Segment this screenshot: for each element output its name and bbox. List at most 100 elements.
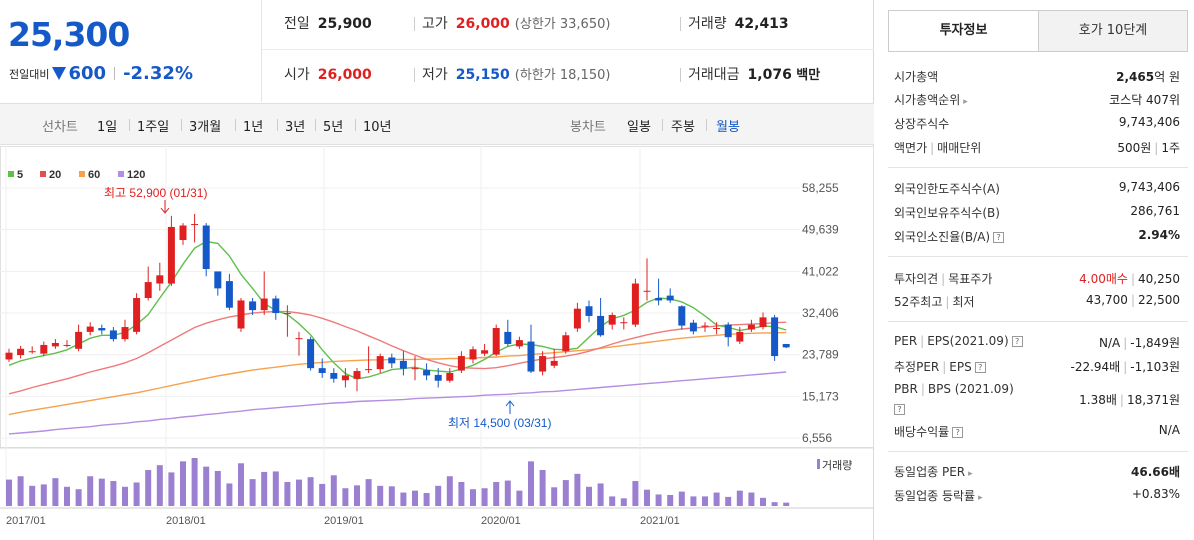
x-tick-label: 2019/01 bbox=[324, 515, 364, 527]
candle-monthly[interactable]: 월봉 bbox=[716, 120, 740, 135]
candle-daily[interactable]: 일봉 bbox=[627, 120, 651, 135]
volume-bar bbox=[667, 494, 674, 506]
down-arrow-icon bbox=[52, 67, 67, 80]
volume-bar bbox=[435, 485, 442, 506]
candle bbox=[550, 360, 558, 366]
divider bbox=[888, 451, 1188, 452]
candle bbox=[179, 225, 187, 241]
bps-value: 18,371원 bbox=[1126, 393, 1180, 407]
volume-bar bbox=[597, 483, 604, 506]
divider bbox=[888, 256, 1188, 257]
period-1d[interactable]: 1일 bbox=[97, 120, 118, 135]
prev-close: 전일 25,900 bbox=[284, 16, 372, 32]
volume-bar bbox=[609, 496, 616, 506]
amount-unit: 백만 bbox=[796, 68, 821, 83]
candle bbox=[771, 317, 779, 357]
dividend-row: 배당수익률? N/A bbox=[894, 423, 1180, 439]
candle bbox=[747, 324, 755, 330]
volume-bar bbox=[388, 486, 395, 506]
candle bbox=[457, 356, 465, 371]
legend-label: 20 bbox=[49, 169, 61, 181]
period-10y[interactable]: 10년 bbox=[363, 120, 392, 135]
volume-bar bbox=[354, 485, 360, 506]
volume-bar bbox=[458, 482, 465, 506]
volume-bar bbox=[400, 492, 407, 506]
volume-bar bbox=[29, 485, 36, 506]
volume-bar bbox=[17, 476, 24, 506]
target-value: 40,250 bbox=[1138, 272, 1180, 286]
period-3m[interactable]: 3개월 bbox=[189, 120, 222, 135]
market-cap-rank-value: 코스닥 407위 bbox=[1109, 93, 1180, 107]
volume-bar bbox=[133, 482, 140, 506]
x-tick-label: 2021/01 bbox=[640, 515, 680, 527]
volume-bar bbox=[87, 476, 94, 506]
candle-weekly[interactable]: 주봉 bbox=[671, 120, 695, 135]
volume-bar bbox=[504, 480, 511, 506]
volume-bar bbox=[64, 486, 70, 506]
high-arrow-head bbox=[160, 207, 170, 214]
volume-bar bbox=[470, 489, 476, 506]
period-1y[interactable]: 1년 bbox=[243, 120, 264, 135]
par-value-row: 액면가 | 매매단위 500원 | 1주 bbox=[894, 141, 1180, 155]
volume-bar bbox=[98, 478, 105, 506]
candle bbox=[5, 352, 13, 360]
candle bbox=[608, 314, 616, 325]
low-annotation: 최저 14,500 (03/31) bbox=[448, 416, 551, 430]
volume-bar bbox=[528, 461, 534, 506]
sector-change-value: +0.83% bbox=[1131, 487, 1180, 501]
foreign-hold-value: 286,761 bbox=[1130, 204, 1180, 218]
help-icon[interactable]: ? bbox=[894, 404, 905, 415]
candle bbox=[655, 298, 663, 301]
candle bbox=[388, 357, 396, 364]
candle bbox=[214, 271, 222, 289]
x-tick-label: 2020/01 bbox=[481, 515, 521, 527]
period-5y[interactable]: 5년 bbox=[323, 120, 344, 135]
help-icon[interactable]: ? bbox=[1011, 336, 1023, 347]
candle bbox=[86, 326, 94, 332]
sector-per-row[interactable]: 동일업종 PER ▸ 46.66배 bbox=[894, 465, 1180, 479]
candle bbox=[75, 331, 83, 349]
help-icon[interactable]: ? bbox=[974, 362, 986, 373]
market-cap-rank-row[interactable]: 시가총액순위 ▸ 코스닥 407위 bbox=[894, 93, 1180, 107]
volume-bar bbox=[377, 485, 384, 506]
change-percent: -2.32% bbox=[123, 63, 193, 84]
volume-bar bbox=[110, 481, 117, 506]
investment-info-panel: 투자정보 호가 10단계 시가총액 2,465억 원 시가총액순위 ▸ 코스닥 4… bbox=[888, 0, 1190, 540]
candle bbox=[562, 335, 570, 352]
help-icon[interactable]: ? bbox=[952, 427, 964, 438]
volume-bar bbox=[551, 487, 558, 506]
candle-chart-title: 봉차트 bbox=[570, 120, 606, 135]
high-value: 26,000 bbox=[455, 16, 510, 32]
info-tabs: 투자정보 호가 10단계 bbox=[888, 10, 1188, 52]
candle bbox=[620, 322, 628, 324]
divider bbox=[181, 119, 182, 131]
tab-investment-info[interactable]: 투자정보 bbox=[889, 11, 1038, 51]
candle bbox=[144, 282, 152, 299]
change-value: 600 bbox=[68, 63, 107, 84]
volume-bar bbox=[644, 489, 650, 506]
divider bbox=[315, 119, 316, 131]
volume-bar bbox=[481, 488, 488, 506]
period-3y[interactable]: 3년 bbox=[285, 120, 306, 135]
quote-panel: 25,300 전일대비 600 -2.32% 전일 25,900 고가 26,000… bbox=[0, 0, 874, 540]
volume-bar bbox=[156, 465, 163, 506]
volume-bar bbox=[725, 496, 732, 506]
x-tick-label: 2018/01 bbox=[166, 515, 206, 527]
est-per-row: 추정PER | EPS? -22.94배 | -1,103원 bbox=[894, 360, 1180, 374]
period-1w[interactable]: 1주일 bbox=[137, 120, 170, 135]
candle bbox=[51, 343, 59, 347]
volume-bar bbox=[261, 471, 268, 506]
volume-bar bbox=[6, 479, 12, 506]
candle bbox=[63, 344, 71, 346]
volume-bar bbox=[446, 476, 453, 506]
volume-bar bbox=[203, 466, 210, 506]
legend-swatch bbox=[79, 171, 85, 177]
candle bbox=[736, 331, 744, 342]
upper-limit: (상한가 33,650) bbox=[514, 17, 611, 32]
y-tick-label: 49,639 bbox=[802, 223, 839, 237]
help-icon[interactable]: ? bbox=[993, 232, 1005, 243]
candle bbox=[597, 315, 605, 336]
tab-order-book[interactable]: 호가 10단계 bbox=[1038, 11, 1187, 51]
sector-change-row[interactable]: 동일업종 등락률 ▸ +0.83% bbox=[894, 487, 1180, 503]
volume-bar bbox=[226, 483, 233, 506]
